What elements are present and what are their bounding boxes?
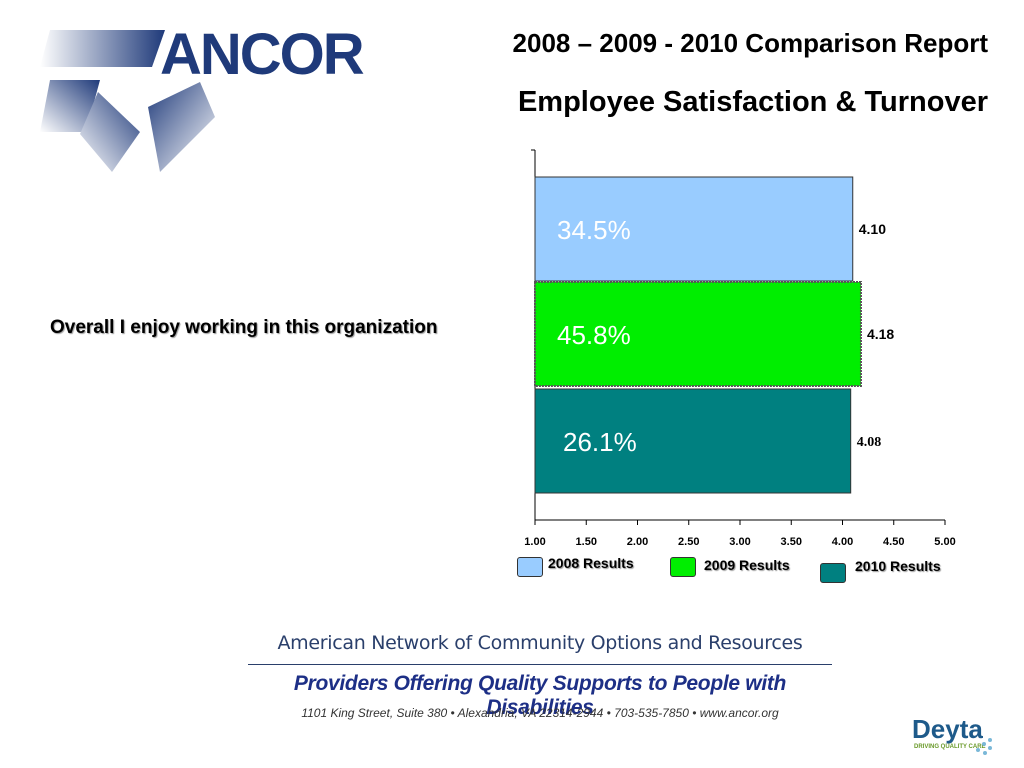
footer-address: 1101 King Street, Suite 380 • Alexandria… xyxy=(301,706,779,720)
report-subtitle: Employee Satisfaction & Turnover xyxy=(517,86,988,118)
report-title: 2008 – 2009 - 2010 Comparison Report xyxy=(512,28,988,58)
legend-swatch-2008 xyxy=(517,557,543,577)
x-tick-label: 2.00 xyxy=(627,536,648,548)
bar-percent-label: 34.5% xyxy=(557,215,631,245)
legend-swatch-2010 xyxy=(820,563,846,583)
bar-value-label: 4.18 xyxy=(867,326,894,342)
bar-percent-label: 45.8% xyxy=(557,320,631,350)
x-tick-label: 4.50 xyxy=(883,536,904,548)
bar-2008-results xyxy=(534,176,854,282)
bar-2010-results xyxy=(534,388,852,494)
bar-value-label: 4.10 xyxy=(859,221,886,237)
x-tick-label: 5.00 xyxy=(934,536,955,548)
deyta-logo: Deyta DRIVING QUALITY CARE xyxy=(912,714,992,755)
deyta-logo-text: Deyta xyxy=(912,714,983,744)
x-tick-label: 2.50 xyxy=(678,536,699,548)
footer-divider xyxy=(248,664,832,665)
deyta-tagline: DRIVING QUALITY CARE xyxy=(914,744,986,750)
x-tick-label: 3.50 xyxy=(781,536,802,548)
x-tick-label: 1.50 xyxy=(576,536,597,548)
footer-tagline: Providers Offering Quality Supports to P… xyxy=(293,672,787,719)
footer-org-name: American Network of Community Options an… xyxy=(277,632,803,654)
bar-value-label: 4.08 xyxy=(857,435,882,450)
x-tick-label: 1.00 xyxy=(524,536,545,548)
bar-chart: 1.00 1.50 2.00 2.50 3.00 3.50 4.00 4.50 5.00 34.5… xyxy=(524,149,956,548)
ancor-logo-text: ANCOR xyxy=(160,22,364,87)
legend-label-2008: 2008 Results xyxy=(548,555,634,571)
x-tick-label: 3.00 xyxy=(729,536,750,548)
legend-label-2010: 2010 Results xyxy=(855,558,941,574)
legend-label-2009: 2009 Results xyxy=(704,557,790,573)
x-tick-label: 4.00 xyxy=(832,536,853,548)
bar-2009-results xyxy=(534,281,862,387)
question-label: Overall I enjoy working in this organiza… xyxy=(50,317,438,338)
ancor-logo: ANCOR xyxy=(40,22,366,172)
bar-percent-label: 26.1% xyxy=(563,427,637,457)
legend-swatch-2009 xyxy=(670,557,696,577)
